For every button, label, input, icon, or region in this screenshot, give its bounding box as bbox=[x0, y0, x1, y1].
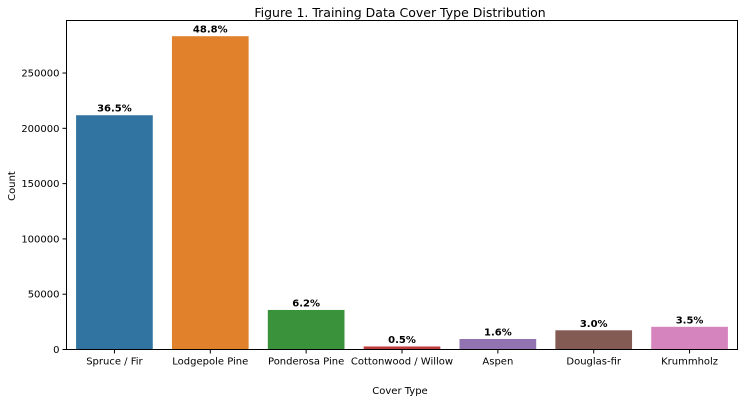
data-label: 48.8% bbox=[193, 25, 228, 36]
data-label: 1.6% bbox=[484, 328, 512, 339]
bar bbox=[76, 115, 153, 350]
bar bbox=[555, 330, 633, 350]
x-tick-label: Spruce / Fir bbox=[86, 357, 143, 368]
x-tick-label: Douglas-fir bbox=[566, 357, 622, 368]
bar bbox=[459, 339, 537, 350]
bar bbox=[363, 346, 441, 350]
data-label: 0.5% bbox=[388, 335, 416, 346]
y-tick-label: 250000 bbox=[21, 69, 59, 80]
x-axis-label: Cover Type bbox=[372, 386, 427, 397]
x-axis-ticks: Spruce / Fir Lodgepole Pine Ponderosa Pine… bbox=[86, 349, 718, 368]
x-tick-label: Lodgepole Pine bbox=[172, 357, 248, 368]
data-labels-group: 36.5% 48.8% 6.2% 0.5% 1.6% 3.0% 3.5% bbox=[97, 25, 703, 346]
x-tick-label: Krummholz bbox=[661, 357, 718, 368]
y-tick-label: 50000 bbox=[28, 290, 60, 301]
y-axis-ticks: 0 50000 100000 150000 200000 250000 bbox=[21, 69, 67, 356]
data-label: 3.5% bbox=[676, 315, 704, 326]
bar bbox=[171, 36, 249, 350]
data-label: 6.2% bbox=[292, 298, 320, 309]
bar bbox=[267, 309, 345, 350]
y-tick-label: 100000 bbox=[21, 234, 59, 245]
y-tick-label: 150000 bbox=[21, 179, 59, 190]
chart-title: Figure 1. Training Data Cover Type Distr… bbox=[254, 5, 545, 20]
x-tick-label: Aspen bbox=[482, 357, 513, 368]
bars-group bbox=[76, 36, 728, 350]
y-tick-label: 200000 bbox=[21, 124, 59, 135]
y-tick-label: 0 bbox=[53, 345, 59, 356]
data-label: 3.0% bbox=[580, 319, 608, 330]
y-axis-label: Count bbox=[7, 171, 18, 201]
bar bbox=[651, 326, 728, 350]
x-tick-label: Cottonwood / Willow bbox=[351, 357, 453, 368]
x-tick-label: Ponderosa Pine bbox=[268, 357, 344, 368]
plot-frame bbox=[66, 20, 738, 350]
data-label: 36.5% bbox=[97, 104, 132, 115]
